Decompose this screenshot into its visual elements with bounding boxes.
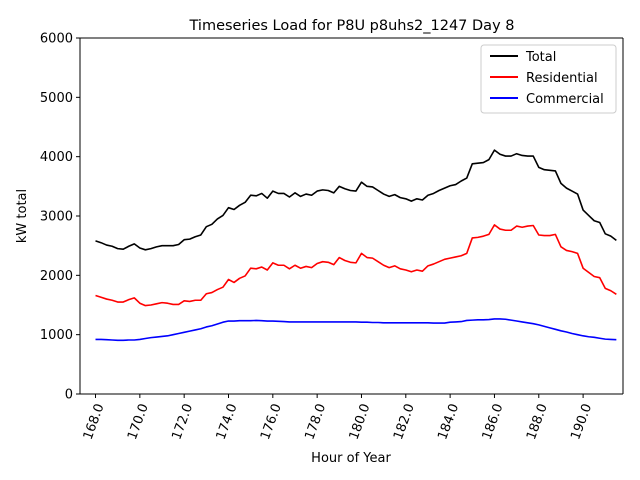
series-layer bbox=[95, 149, 617, 342]
legend-box bbox=[480, 44, 617, 114]
y-tick-label: 1000 bbox=[40, 328, 73, 343]
chart-title: Timeseries Load for P8U p8uhs2_1247 Day … bbox=[189, 18, 515, 34]
y-axis-label: kW total bbox=[15, 189, 30, 243]
y-axis-ticks: 0 1000 2000 3000 4000 5000 6000 bbox=[40, 32, 80, 403]
legend: Total Residential Commercial bbox=[480, 44, 617, 114]
series-line-residential bbox=[95, 224, 617, 307]
y-tick-label: 0 bbox=[65, 388, 73, 403]
y-tick-label: 4000 bbox=[40, 150, 73, 165]
y-tick-label: 2000 bbox=[40, 269, 73, 284]
y-tick-label: 6000 bbox=[40, 32, 73, 47]
legend-label-total: Total bbox=[525, 50, 556, 65]
y-tick-label: 5000 bbox=[40, 91, 73, 106]
x-axis-label: Hour of Year bbox=[311, 451, 391, 466]
legend-label-commercial: Commercial bbox=[526, 92, 604, 107]
legend-label-residential: Residential bbox=[526, 71, 598, 86]
y-tick-label: 3000 bbox=[40, 210, 73, 225]
series-line-total bbox=[95, 149, 617, 251]
series-line-commercial bbox=[95, 318, 617, 342]
